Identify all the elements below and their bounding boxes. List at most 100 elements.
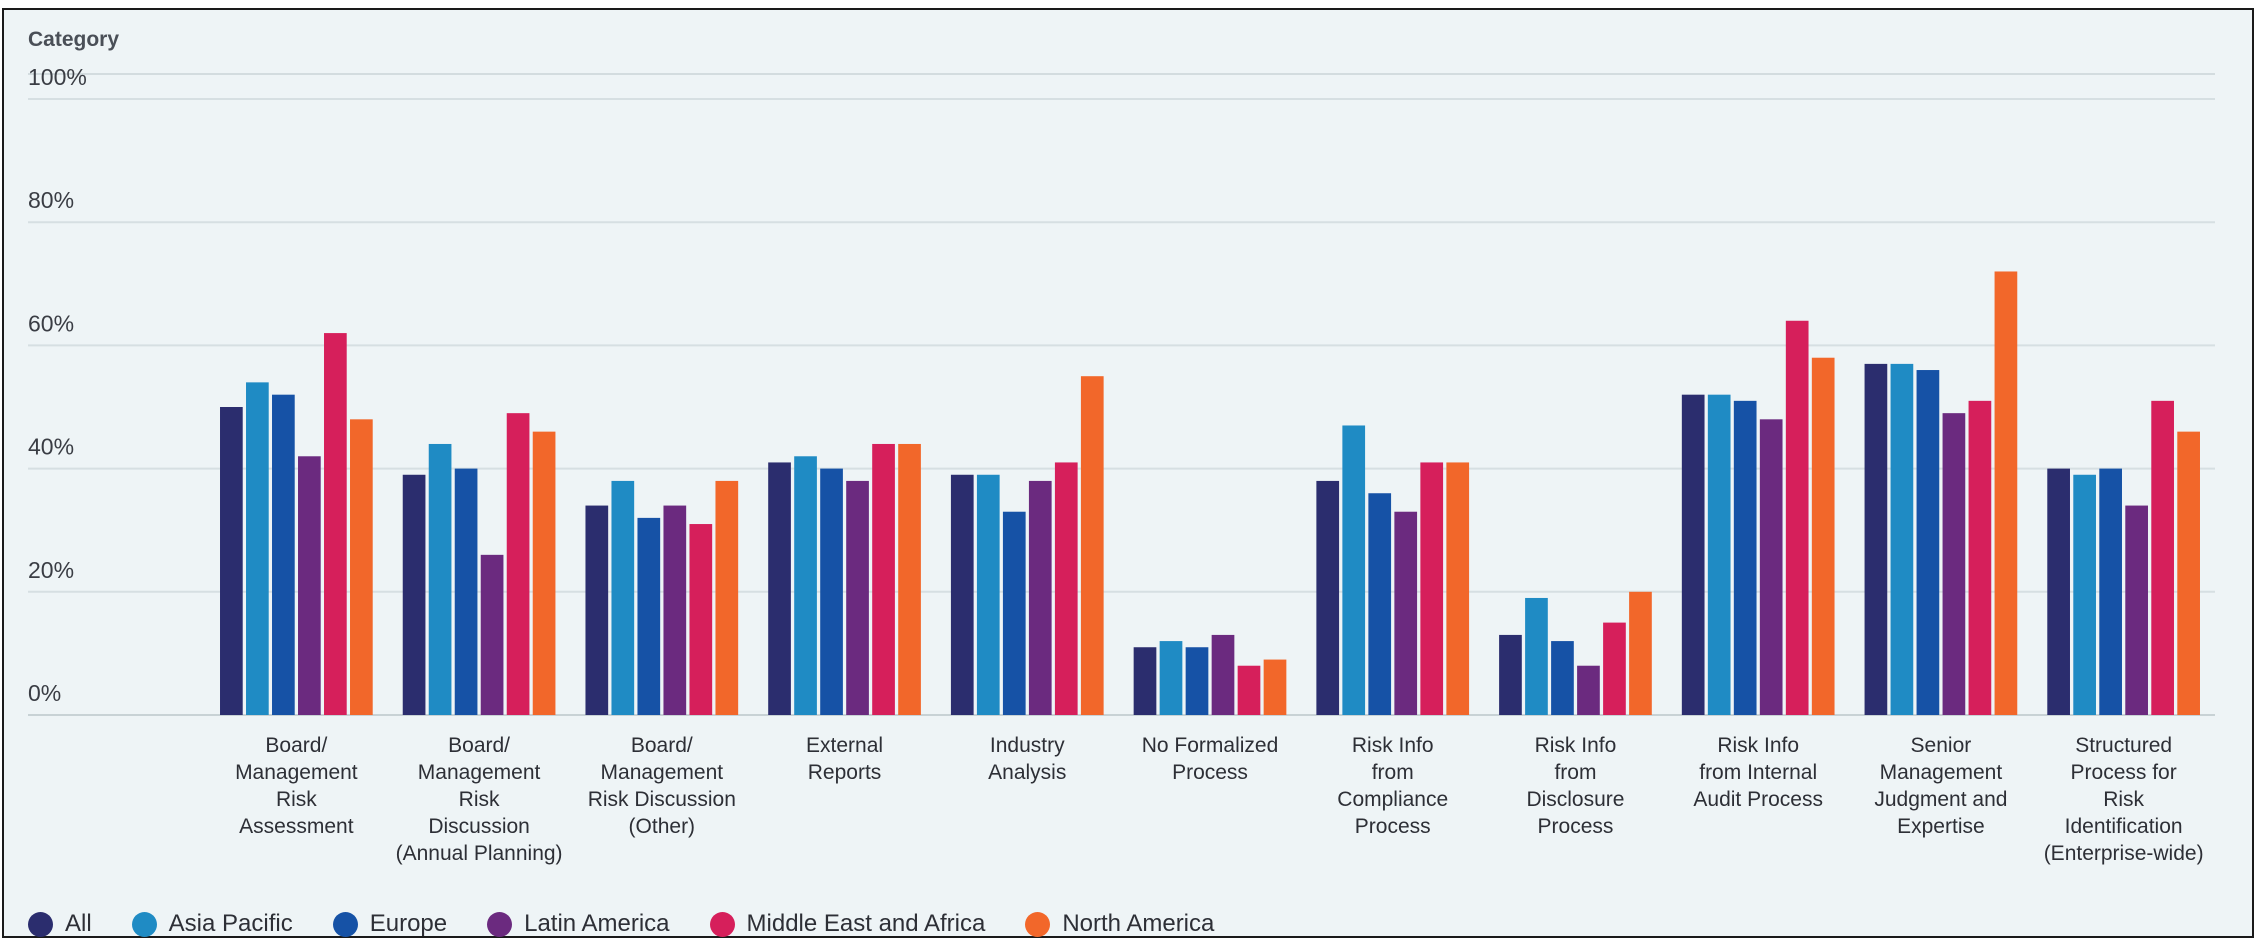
- bar: [1499, 634, 1522, 715]
- y-tick-label: 20%: [28, 557, 74, 583]
- bar: [1603, 622, 1626, 715]
- legend-swatch: [28, 911, 53, 937]
- bar: [1916, 370, 1940, 715]
- bar: [898, 443, 921, 715]
- legend-label: All: [65, 910, 92, 937]
- bar: [1707, 394, 1731, 715]
- gridlines: [28, 73, 2215, 716]
- bar: [2151, 400, 2174, 715]
- legend-swatch: [487, 911, 513, 937]
- x-tick-label: External Reports: [806, 734, 883, 784]
- bar: [637, 517, 661, 715]
- bar: [2177, 431, 2200, 715]
- y-tick-label: 0%: [28, 680, 61, 706]
- bar: [1681, 394, 1705, 715]
- legend-swatch: [1025, 911, 1051, 937]
- bar: [1864, 363, 1888, 715]
- legend-swatch: [332, 911, 358, 937]
- bar: [663, 505, 687, 715]
- bar: [611, 480, 635, 715]
- bar: [1420, 462, 1444, 715]
- bar: [324, 333, 347, 715]
- x-tick-label: Board/Management Risk Assessment: [235, 734, 358, 838]
- bar: [2047, 468, 2070, 715]
- bar: [1525, 597, 1548, 715]
- bar: [872, 443, 895, 715]
- bar: [1394, 511, 1418, 715]
- bar: [1342, 425, 1366, 715]
- bar: [585, 505, 609, 715]
- x-tick-label: Risk Info from Disclosure Process: [1526, 734, 1624, 838]
- legend-item: Latin America: [487, 910, 670, 938]
- bar: [220, 407, 243, 715]
- bar: [950, 474, 974, 715]
- bar: [1551, 641, 1574, 715]
- bar: [532, 431, 556, 715]
- x-tick-label: Structured Process for Risk Identification(…: [2044, 734, 2204, 865]
- bar: [1811, 357, 1835, 715]
- x-tick-label: Board/Management Risk Discussion (Other): [588, 734, 736, 838]
- legend-label: Middle East and Africa: [746, 910, 986, 937]
- bar: [246, 382, 269, 715]
- bar: [1054, 462, 1078, 715]
- bar: [1185, 647, 1209, 715]
- legend-item: North America: [1025, 910, 1214, 938]
- bar: [1028, 480, 1052, 715]
- x-tick-label: Risk Info from Internal Audit Process: [1693, 734, 1823, 811]
- bar: [1080, 376, 1104, 715]
- bar: [1237, 665, 1261, 715]
- bar: [1994, 271, 2018, 715]
- bar: [794, 456, 817, 715]
- legend-swatch: [709, 911, 735, 937]
- legend-item: Asia Pacific: [131, 910, 293, 938]
- bar: [298, 456, 321, 715]
- bar: [1368, 493, 1392, 715]
- bar: [1968, 400, 1992, 715]
- bar: [1133, 647, 1157, 715]
- bar: [350, 419, 373, 715]
- legend-swatch: [131, 911, 157, 937]
- bar: [272, 394, 295, 715]
- bar: [428, 443, 452, 715]
- legend-item: Middle East and Africa: [709, 910, 986, 938]
- x-tick-label: Board/Management Risk Discussion (Annual Pl…: [396, 734, 563, 865]
- legend-label: Latin America: [524, 910, 670, 937]
- bar: [1942, 413, 1966, 715]
- bar: [1629, 591, 1652, 715]
- bar: [1002, 511, 1026, 715]
- bar: [1159, 641, 1183, 715]
- legend-item: Europe: [332, 910, 448, 938]
- bar: [1890, 363, 1914, 715]
- x-tick-label: Industry Analysis: [988, 734, 1066, 784]
- y-tick-label: 40%: [28, 434, 74, 460]
- bar: [768, 462, 791, 715]
- legend: All Asia Pacific Europe Latin America Middle…: [28, 910, 1214, 938]
- bar: [1263, 659, 1287, 715]
- legend-label: North America: [1062, 910, 1215, 937]
- y-tick-label: 60%: [28, 310, 74, 336]
- bar: [402, 474, 426, 715]
- legend-label: Europe: [369, 910, 448, 937]
- bar: [846, 480, 869, 715]
- legend-label: Asia Pacific: [168, 910, 293, 937]
- bar: [454, 468, 478, 715]
- bars: [220, 271, 2200, 715]
- x-tick-label: No Formalized Process: [1142, 734, 1279, 784]
- bar: [2099, 468, 2122, 715]
- x-tick-label: Risk Info from Compliance Process: [1337, 734, 1448, 838]
- bar: [2125, 505, 2148, 715]
- bar: [480, 554, 504, 715]
- bar: [1759, 419, 1783, 715]
- bar: [1211, 634, 1235, 715]
- x-tick-label: Senior Management Judgment and Expertise: [1874, 734, 2007, 838]
- bar: [689, 524, 713, 715]
- chart-title: Category: [28, 28, 120, 51]
- y-tick-label: 100%: [28, 64, 87, 90]
- bar: [2073, 474, 2096, 715]
- bar: [1785, 320, 1809, 715]
- legend-item: All: [28, 910, 92, 938]
- bar: [506, 413, 530, 715]
- x-axis-labels: Board/Management Risk Assessment Board/Mana…: [235, 734, 2204, 865]
- bar: [1577, 665, 1600, 715]
